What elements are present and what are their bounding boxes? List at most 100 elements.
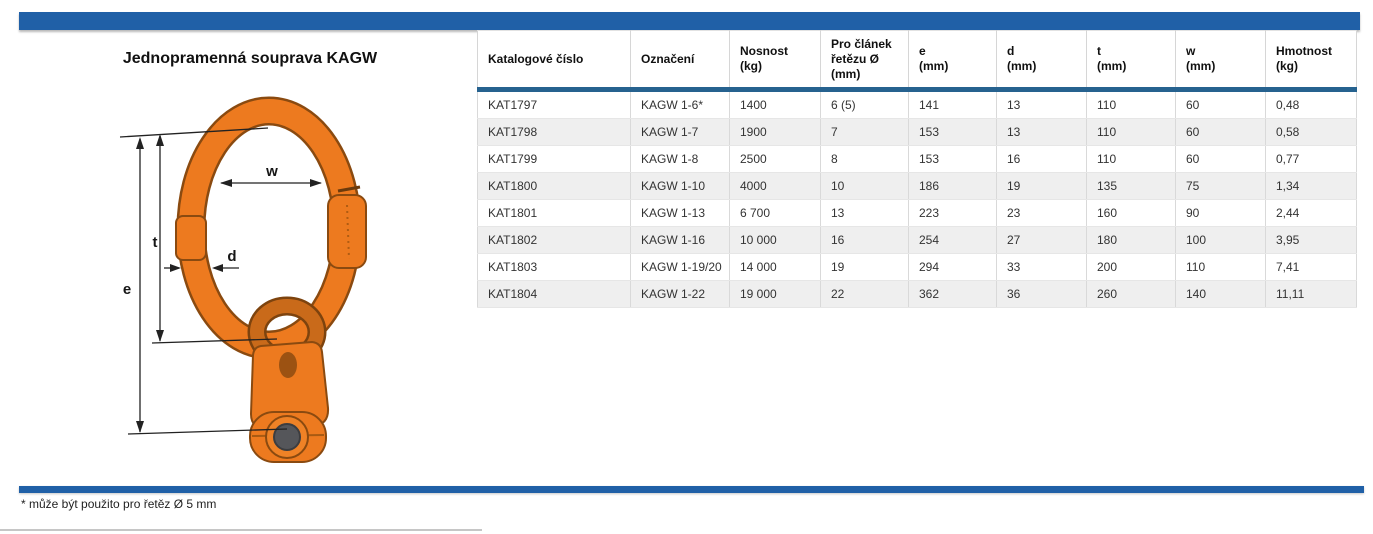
table-cell: 11,11: [1265, 280, 1357, 308]
table-row: KAT1799 KAGW 1-8 2500 8 153 16 110 60 0,77: [477, 145, 1357, 173]
table-cell: 180: [1086, 226, 1176, 254]
top-divider-bar: [19, 12, 1360, 30]
table-cell: 223: [908, 199, 997, 227]
table-cell: 260: [1086, 280, 1176, 308]
table-cell: 60: [1175, 89, 1266, 119]
table-cell: 14 000: [729, 253, 821, 281]
table-cell: 19 000: [729, 280, 821, 308]
dim-label-t: t: [153, 234, 158, 251]
marking-boss: [327, 194, 367, 269]
master-link-illustration: e t w d: [119, 96, 367, 463]
table-cell: 153: [908, 145, 997, 173]
table-cell: 140: [1175, 280, 1266, 308]
weld-bulge: [175, 215, 207, 261]
table-cell: KAGW 1-7: [630, 118, 730, 146]
table-cell: 10 000: [729, 226, 821, 254]
table-row: KAT1804 KAGW 1-22 19 000 22 362 36 260 140 11,11: [477, 280, 1357, 308]
table-cell: KAT1804: [477, 280, 631, 308]
page-title: Jednopramenná souprava KAGW: [122, 50, 378, 67]
table-cell: KAGW 1-8: [630, 145, 730, 173]
pin: [273, 423, 301, 451]
table-cell: 294: [908, 253, 997, 281]
table-cell: 60: [1175, 118, 1266, 146]
table-cell: KAGW 1-19/20: [630, 253, 730, 281]
table-cell: KAGW 1-22: [630, 280, 730, 308]
table-cell: KAT1797: [477, 89, 631, 119]
dim-ref-t-bottom: [151, 338, 278, 344]
table-cell: 0,58: [1265, 118, 1357, 146]
table-cell: 2,44: [1265, 199, 1357, 227]
table-cell: 362: [908, 280, 997, 308]
bottom-divider-bar: [19, 486, 1364, 493]
table-cell: 22: [820, 280, 909, 308]
table-cell: 33: [996, 253, 1087, 281]
table-cell: 1400: [729, 89, 821, 119]
column-header: t (mm): [1086, 30, 1176, 92]
table-cell: 110: [1086, 89, 1176, 119]
table-cell: 0,48: [1265, 89, 1357, 119]
spec-table: Katalogové číslo Označení Nosnost (kg) Pro č…: [477, 30, 1357, 308]
table-cell: 1,34: [1265, 172, 1357, 200]
column-header: Hmotnost (kg): [1265, 30, 1357, 92]
table-cell: 23: [996, 199, 1087, 227]
table-cell: 36: [996, 280, 1087, 308]
column-header: Nosnost (kg): [729, 30, 821, 92]
table-cell: 16: [996, 145, 1087, 173]
table-row: KAT1798 KAGW 1-7 1900 7 153 13 110 60 0,58: [477, 118, 1357, 146]
table-cell: KAT1799: [477, 145, 631, 173]
column-header: Označení: [630, 30, 730, 92]
table-cell: 110: [1086, 118, 1176, 146]
table-cell: 19: [996, 172, 1087, 200]
table-row: KAT1801 KAGW 1-13 6 700 13 223 23 160 90 2,44: [477, 199, 1357, 227]
column-header: w (mm): [1175, 30, 1266, 92]
table-cell: 110: [1086, 145, 1176, 173]
dim-label-e: e: [123, 281, 131, 298]
boss-notch: [337, 185, 361, 193]
footnote: * může být použito pro řetěz Ø 5 mm: [21, 497, 217, 511]
table-cell: KAT1801: [477, 199, 631, 227]
bottom-edge-line: [0, 529, 482, 531]
dim-ref-e-bottom: [127, 428, 288, 435]
table-cell: 160: [1086, 199, 1176, 227]
table-cell: 4000: [729, 172, 821, 200]
table-cell: 153: [908, 118, 997, 146]
table-cell: 141: [908, 89, 997, 119]
table-row: KAT1802 KAGW 1-16 10 000 16 254 27 180 100 3,95: [477, 226, 1357, 254]
table-cell: 90: [1175, 199, 1266, 227]
table-cell: 1900: [729, 118, 821, 146]
table-cell: 110: [1175, 253, 1266, 281]
table-cell: 254: [908, 226, 997, 254]
table-cell: 135: [1086, 172, 1176, 200]
table-cell: KAGW 1-16: [630, 226, 730, 254]
table-cell: KAT1803: [477, 253, 631, 281]
clevis-slot: [279, 352, 297, 378]
dim-label-d: d: [227, 248, 236, 265]
table-cell: 2500: [729, 145, 821, 173]
table-cell: 0,77: [1265, 145, 1357, 173]
table-cell: 16: [820, 226, 909, 254]
table-cell: 6 (5): [820, 89, 909, 119]
table-row: KAT1803 KAGW 1-19/20 14 000 19 294 33 200 110 7,…: [477, 253, 1357, 281]
table-cell: 100: [1175, 226, 1266, 254]
table-cell: 10: [820, 172, 909, 200]
spec-table-container: Katalogové číslo Označení Nosnost (kg) Pro č…: [477, 30, 1357, 308]
table-cell: KAT1802: [477, 226, 631, 254]
table-cell: 75: [1175, 172, 1266, 200]
table-cell: 3,95: [1265, 226, 1357, 254]
column-header: e (mm): [908, 30, 997, 92]
dim-label-w: w: [265, 163, 278, 180]
column-header: Katalogové číslo: [477, 30, 631, 92]
table-header-row: Katalogové číslo Označení Nosnost (kg) Pro č…: [477, 30, 1357, 92]
table-cell: 7: [820, 118, 909, 146]
table-cell: 60: [1175, 145, 1266, 173]
table-cell: 8: [820, 145, 909, 173]
table-cell: 13: [996, 118, 1087, 146]
table-cell: 19: [820, 253, 909, 281]
column-header: d (mm): [996, 30, 1087, 92]
table-cell: KAGW 1-10: [630, 172, 730, 200]
table-cell: 13: [820, 199, 909, 227]
column-header: Pro článek řetězu Ø (mm): [820, 30, 909, 92]
table-row: KAT1797 KAGW 1-6* 1400 6 (5) 141 13 110 60 0,48: [477, 89, 1357, 119]
table-cell: 6 700: [729, 199, 821, 227]
table-cell: 13: [996, 89, 1087, 119]
